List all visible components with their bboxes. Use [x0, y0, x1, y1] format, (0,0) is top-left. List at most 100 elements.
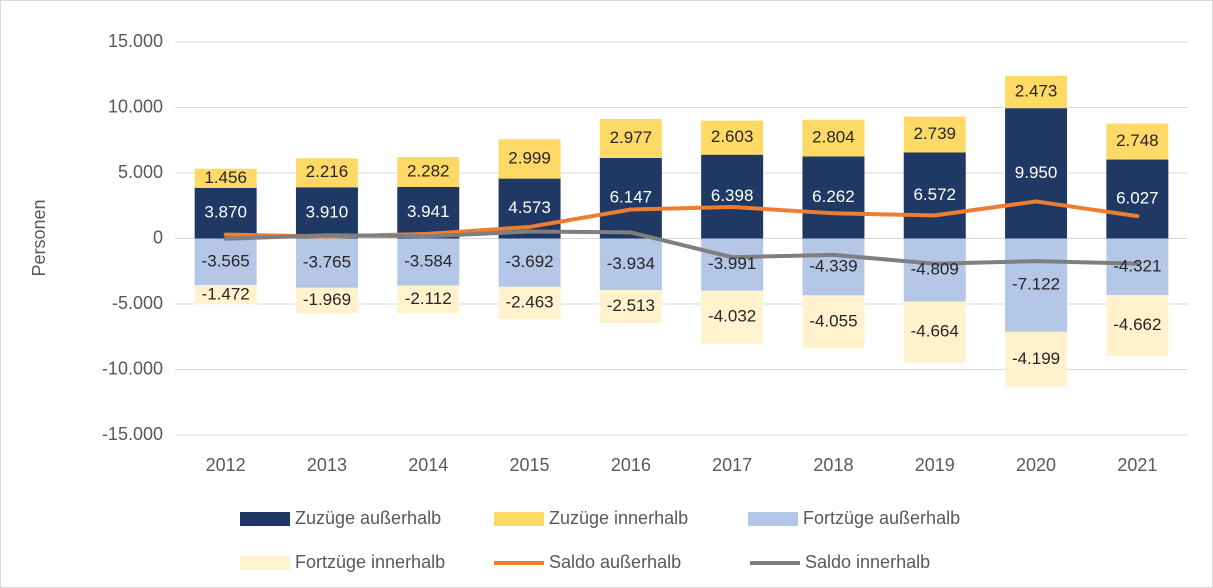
bar-segment: [1005, 108, 1068, 239]
data-label: 2.748: [1116, 131, 1159, 150]
data-label: -3.584: [404, 251, 452, 270]
data-label: 2.282: [407, 161, 450, 180]
data-label: -4.809: [911, 259, 959, 278]
bar-segment: [397, 156, 460, 187]
bar-segment: [701, 120, 764, 155]
bar-segment: [903, 238, 966, 302]
bar-segment: [802, 295, 865, 349]
bar-segment: [599, 238, 662, 291]
bar-segment: [1005, 75, 1068, 109]
bar-segment: [498, 286, 561, 320]
x-tick-label: 2019: [915, 455, 955, 475]
data-label: -4.339: [809, 256, 857, 275]
bar-segment: [397, 186, 460, 239]
x-tick-label: 2015: [510, 455, 550, 475]
data-label: -3.692: [505, 252, 553, 271]
legend-swatch: [494, 512, 544, 526]
data-label: -4.321: [1113, 256, 1161, 275]
x-tick-label: 2021: [1117, 455, 1157, 475]
y-tick-label: -5.000: [112, 293, 163, 313]
bar-segment: [599, 157, 662, 239]
x-tick-label: 2012: [206, 455, 246, 475]
data-label: 2.804: [812, 128, 855, 147]
data-label: 2.977: [610, 128, 653, 147]
x-tick-label: 2016: [611, 455, 651, 475]
bar-segment: [498, 139, 561, 179]
bar-segment: [498, 238, 561, 287]
data-label: 2.603: [711, 127, 754, 146]
x-tick-label: 2017: [712, 455, 752, 475]
bar-segment: [295, 187, 358, 239]
y-tick-label: 10.000: [108, 96, 163, 116]
y-tick-label: -15.000: [102, 424, 163, 444]
bar-segment: [397, 238, 460, 286]
bar-segment: [295, 287, 358, 314]
bar-segment: [701, 154, 764, 239]
bar-segment: [903, 116, 966, 153]
data-label: -1.472: [202, 284, 250, 303]
data-label: 6.027: [1116, 189, 1159, 208]
line-series: [223, 229, 1140, 266]
bar-segment: [295, 158, 358, 188]
data-label: -3.991: [708, 254, 756, 273]
bar-segment: [701, 290, 764, 344]
legend-label: Saldo innerhalb: [805, 552, 930, 572]
x-tick-label: 2013: [307, 455, 347, 475]
bar-segment: [194, 187, 257, 239]
bar-segment: [397, 285, 460, 314]
x-tick-label: 2020: [1016, 455, 1056, 475]
data-label: -2.513: [607, 296, 655, 315]
y-tick-label: 15.000: [108, 31, 163, 51]
data-label: 6.147: [610, 188, 653, 207]
y-tick-label: 0: [153, 227, 163, 247]
data-label: 3.910: [306, 202, 349, 221]
bar-segment: [194, 285, 257, 305]
legend-label: Fortzüge innerhalb: [295, 552, 445, 572]
bar-segment: [1005, 331, 1068, 387]
data-label: -4.032: [708, 307, 756, 326]
legend-swatch: [748, 512, 798, 526]
bar-segment: [802, 156, 865, 239]
data-label: -2.112: [405, 289, 452, 308]
bar-segment: [1106, 238, 1169, 296]
bar-segment: [194, 238, 257, 286]
data-label: 2.473: [1015, 81, 1058, 100]
legend-label: Zuzüge außerhalb: [295, 508, 441, 528]
data-label: -4.662: [1113, 315, 1161, 334]
data-label: -3.934: [607, 254, 655, 273]
bar-segment: [1106, 123, 1169, 160]
x-tick-label: 2014: [408, 455, 448, 475]
y-axis-title: Personen: [29, 199, 49, 276]
bar-segment: [802, 238, 865, 296]
bar-segment: [903, 301, 966, 363]
data-label: -2.463: [505, 292, 553, 311]
bar-segment: [701, 238, 764, 291]
y-tick-label: 5.000: [118, 162, 163, 182]
bar-segment: [1005, 238, 1068, 332]
bar-segment: [903, 152, 966, 239]
bar-segment: [1106, 159, 1169, 239]
data-label: 3.870: [204, 203, 247, 222]
data-label: 1.456: [204, 168, 247, 187]
bar-segment: [295, 238, 358, 288]
data-label: 9.950: [1015, 163, 1058, 182]
bar-segment: [599, 290, 662, 323]
data-label: -3.765: [303, 253, 351, 272]
data-label: 2.216: [306, 162, 349, 181]
legend-swatch: [240, 556, 290, 570]
data-label: -1.969: [303, 290, 351, 309]
x-tick-label: 2018: [813, 455, 853, 475]
bar-segment: [194, 168, 257, 188]
legend-label: Fortzüge außerhalb: [803, 508, 960, 528]
data-label: -3.565: [202, 251, 250, 270]
y-tick-label: -10.000: [102, 358, 163, 378]
legend-label: Zuzüge innerhalb: [549, 508, 688, 528]
data-label: 2.739: [913, 124, 956, 143]
data-label: 6.572: [913, 185, 956, 204]
legend-swatch: [240, 512, 290, 526]
bar-segment: [1106, 295, 1169, 357]
legend-label: Saldo außerhalb: [549, 552, 681, 572]
data-label: -7.122: [1012, 275, 1060, 294]
bar-segment: [599, 118, 662, 158]
